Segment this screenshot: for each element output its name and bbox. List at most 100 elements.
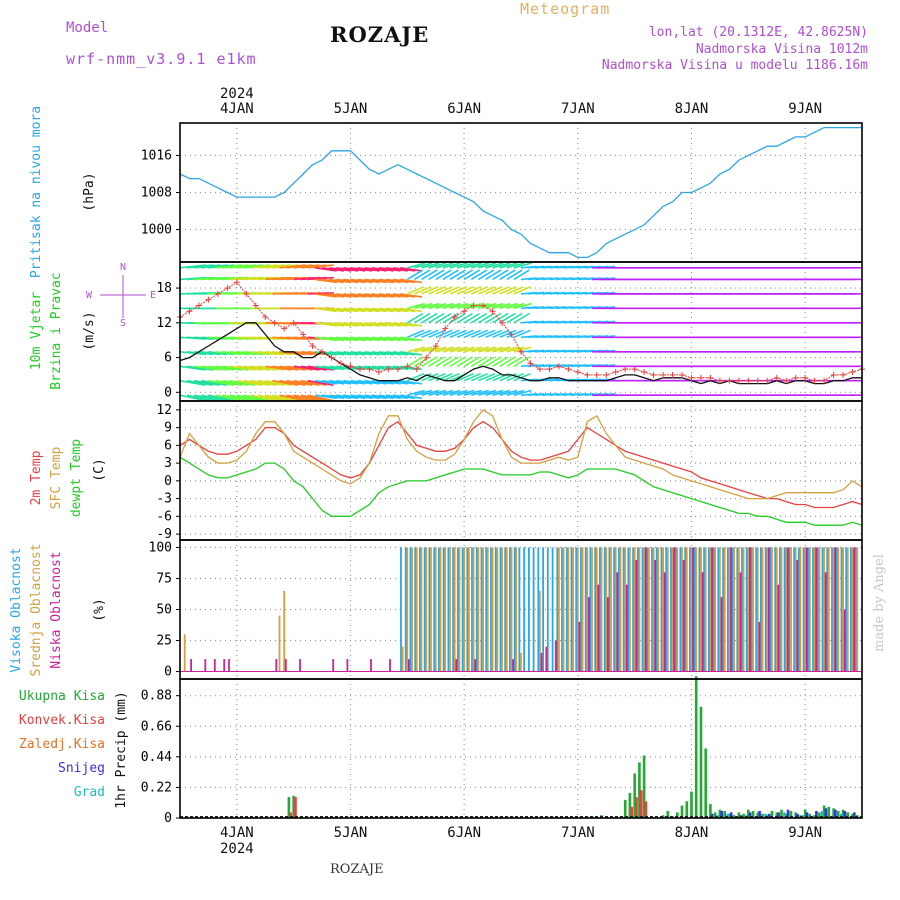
cloud-bar-low (635, 559, 638, 672)
cloud-bar-high (726, 547, 729, 672)
precip-bar-total (822, 805, 826, 818)
wind-arrow (314, 379, 337, 385)
wind-arrow (471, 262, 489, 269)
cloud-bar-low (692, 547, 694, 672)
wind-arrow (350, 394, 373, 400)
cloud-bar-high (693, 547, 696, 672)
wind-arrow (385, 267, 408, 272)
cloud-bar-mid (775, 547, 778, 672)
precip-bar-total (827, 806, 831, 818)
cloud-bar-mid (837, 547, 840, 672)
wind-arrow (506, 356, 523, 367)
gust-marker (195, 302, 202, 309)
cloud-bar-high (622, 547, 625, 672)
cloud-bar-mid (846, 547, 849, 672)
wind-arrow (272, 379, 299, 386)
cloud-bar-high (494, 547, 497, 672)
x-tick-label-top: 8JAN (675, 101, 709, 117)
wind-arrow (385, 336, 408, 342)
cloud-bar-mid (458, 547, 461, 672)
precip-bar-total (761, 813, 764, 818)
wind-arrow (371, 336, 394, 342)
precip-bar-total (709, 804, 712, 818)
cloud-bar-mid (505, 547, 508, 672)
cloud-bar-mid (496, 547, 499, 672)
wind-arrow (421, 286, 439, 295)
wind-arrow (499, 346, 518, 353)
gust-marker (432, 342, 439, 349)
cloud-low-label: Niska Oblacnost (49, 551, 64, 668)
cloud-bar-low (673, 547, 676, 672)
wind-arrow (371, 267, 394, 272)
gust-marker (290, 319, 297, 326)
cloud-bar-high (845, 547, 848, 672)
cloud-bar-mid (690, 547, 693, 672)
wind-arrow (208, 379, 235, 386)
temp-line-t2m (179, 420, 863, 509)
wind-arrow (350, 278, 373, 284)
wind-arrow (506, 346, 525, 353)
cloud-unit-label: (%) (92, 598, 107, 621)
wind-arrow (506, 329, 524, 339)
precip-bar-total (775, 812, 779, 818)
y-tick-label-temp: -3 (156, 492, 172, 507)
wind-arrow (485, 389, 504, 396)
cloud-bar-high (703, 547, 705, 672)
wind-arrow (392, 394, 416, 400)
cloud-bar-mid (401, 646, 404, 672)
pressure-line (179, 126, 862, 259)
cloud-bar-high (532, 547, 535, 672)
y-tick-label-temp: 12 (156, 403, 172, 418)
wind-arrow (456, 372, 474, 382)
wind-arrow (513, 346, 532, 353)
precip-bar-total (292, 795, 295, 818)
precip-bar-total (699, 706, 703, 818)
wind-arrow (506, 286, 524, 295)
cloud-bar-high (854, 547, 857, 672)
wind-arrow (400, 394, 423, 400)
wind-arrow (435, 356, 452, 367)
cloud-bar-high (452, 547, 454, 672)
cloud-bar-high (788, 547, 791, 672)
precip-bar-snow (777, 812, 780, 818)
gust-marker (243, 290, 250, 297)
gust-marker (840, 371, 847, 378)
wind-arrow (506, 312, 523, 324)
wind-arrow (463, 286, 482, 295)
cloud-bar-mid (856, 547, 859, 672)
y-tick-label-cloud: 100 (149, 540, 172, 555)
wind-arrow (321, 394, 345, 400)
cloud-bar-mid (638, 547, 641, 672)
wind-arrow (350, 351, 373, 356)
cloud-bar-mid (666, 547, 669, 672)
wind-arrow (329, 365, 352, 371)
wind-arrow (470, 286, 489, 295)
cloud-bar-mid (799, 547, 802, 672)
gust-marker (593, 371, 600, 378)
wind-arrow (222, 394, 249, 402)
wind-arrow (471, 302, 489, 310)
cloud-bar-high (589, 547, 592, 672)
cloud-bar-high (745, 547, 748, 672)
cloud-bar-low (370, 659, 372, 672)
wind-arrow (321, 351, 345, 356)
wind-arrow (407, 262, 425, 269)
y-tick-label-wind: 6 (164, 351, 172, 366)
wind-arrow (421, 269, 438, 281)
wind-arrow (321, 322, 345, 327)
cloud-bar-high (641, 547, 644, 672)
cloud-bar-high (442, 547, 445, 672)
wind-arrow (257, 394, 284, 402)
wind-arrow (499, 302, 518, 310)
gust-marker (442, 325, 449, 332)
cloud-bar-mid (472, 547, 475, 672)
cloud-bar-mid (510, 547, 513, 672)
cloud-bar-high (821, 547, 824, 672)
wind-arrow (357, 267, 380, 272)
precip-bar-total (789, 811, 793, 818)
cloud-bar-high (518, 547, 521, 672)
cloud-bar-high (826, 547, 829, 672)
wind-arrow (392, 307, 416, 313)
precip-bar-total (694, 676, 698, 818)
precip-bar-snow (710, 813, 714, 818)
